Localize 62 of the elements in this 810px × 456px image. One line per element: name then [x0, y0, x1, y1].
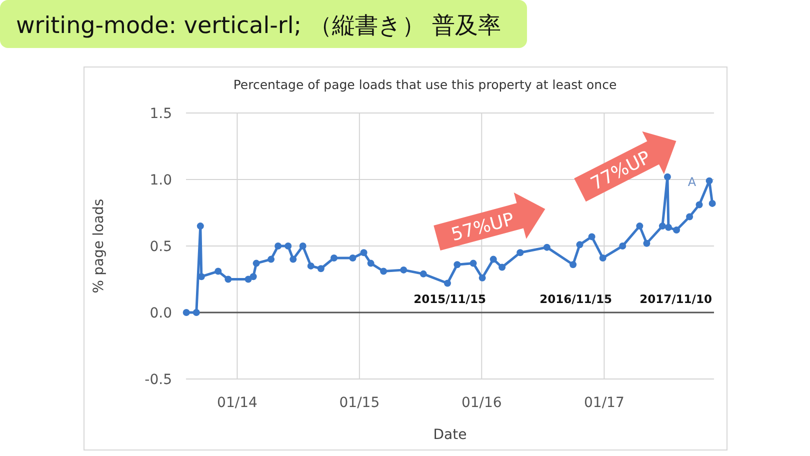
point: [708, 200, 716, 207]
y-axis-title: % page loads: [91, 198, 107, 294]
point: [400, 266, 408, 274]
point: [658, 222, 666, 230]
y-tick-label: 0.0: [150, 306, 172, 322]
point: [224, 276, 232, 283]
point: [576, 241, 584, 248]
x-tick-label: 01/15: [339, 395, 380, 411]
y-tick-label: -0.5: [144, 372, 172, 388]
point: [498, 264, 506, 271]
point: [664, 224, 672, 231]
point: [284, 242, 292, 250]
point: [599, 254, 606, 262]
point: [636, 222, 644, 230]
point: [307, 262, 314, 270]
point: [643, 240, 650, 247]
annotation: 2016/11/15: [540, 292, 612, 306]
y-tick-label: 1.0: [150, 172, 172, 188]
annotation: 2015/11/15: [414, 292, 486, 306]
point: [420, 270, 427, 278]
point: [588, 233, 596, 240]
point: [268, 256, 275, 263]
point: [673, 226, 680, 234]
point: [664, 173, 671, 180]
point: [490, 256, 497, 263]
point: [380, 268, 388, 275]
y-tick-label: 1.5: [150, 106, 172, 122]
point: [454, 261, 461, 268]
x-tick-label: 01/17: [584, 395, 624, 411]
point: [250, 273, 257, 280]
point: [570, 261, 577, 268]
y-tick-label: 0.5: [150, 239, 172, 255]
point: [619, 242, 626, 250]
point: [706, 177, 713, 184]
point: [182, 309, 190, 316]
annotation: 57%UP: [449, 208, 517, 246]
point: [192, 309, 200, 316]
point: [317, 265, 324, 272]
point: [252, 260, 260, 267]
point: [360, 249, 368, 256]
annotation: 2017/11/10: [640, 292, 712, 306]
point: [274, 242, 282, 250]
point: [696, 201, 703, 208]
annotation: A: [688, 175, 697, 189]
point: [444, 280, 451, 287]
point: [686, 213, 694, 220]
point: [196, 222, 204, 230]
point: [516, 249, 524, 256]
point: [543, 244, 550, 251]
x-tick-label: 01/16: [461, 395, 502, 411]
point: [290, 256, 297, 263]
point: [349, 254, 356, 262]
x-axis-title: Date: [433, 427, 467, 443]
point: [470, 260, 477, 267]
chart-title: writing-mode: vertical-rl; （縦書き） 普及率: [16, 13, 502, 39]
point: [214, 268, 222, 275]
point: [299, 242, 306, 250]
point: [478, 274, 486, 282]
x-tick-label: 01/14: [217, 395, 258, 411]
point: [367, 260, 374, 267]
point: [330, 254, 338, 262]
chart-subtitle: Percentage of page loads that use this property at least once: [233, 77, 617, 92]
